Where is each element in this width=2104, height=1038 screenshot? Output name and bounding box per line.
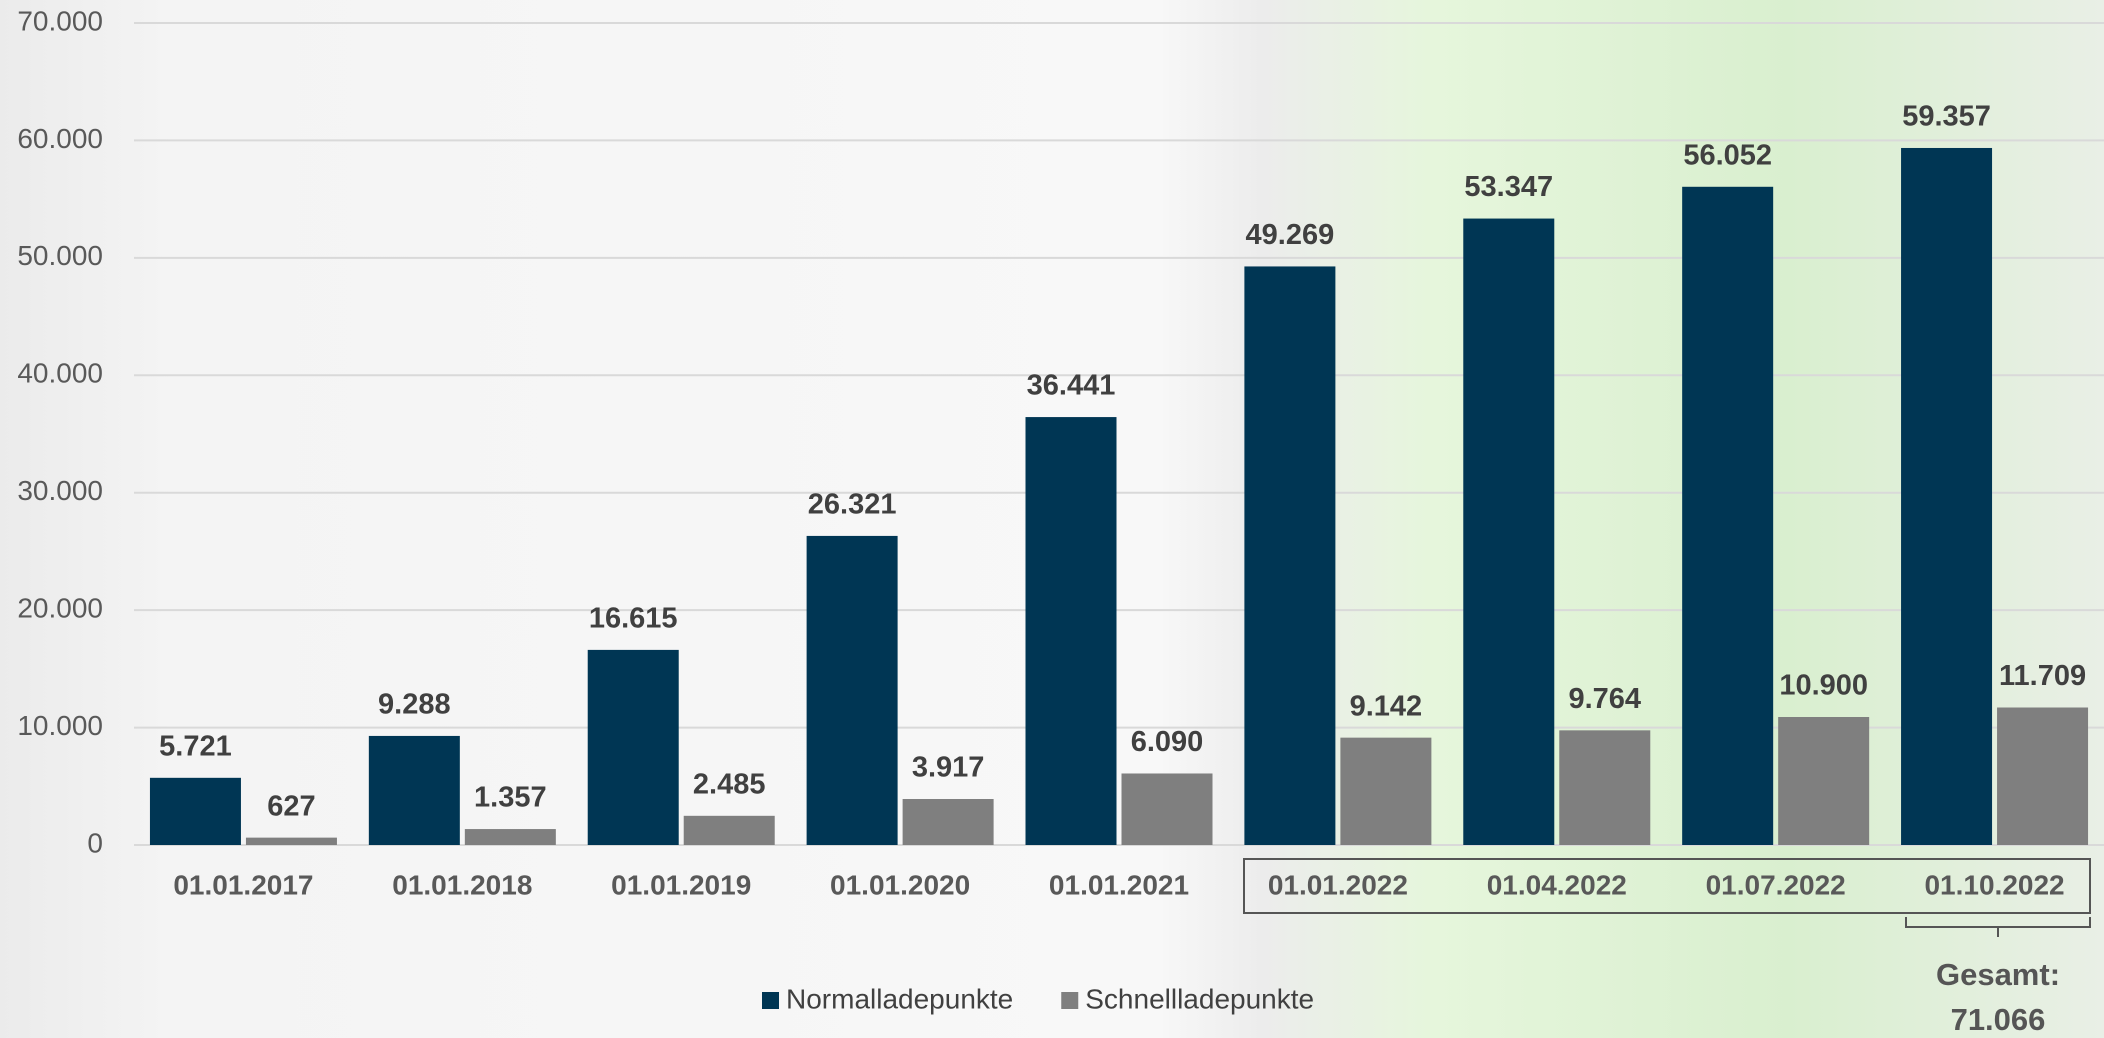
highlight-box <box>1243 858 2091 914</box>
bar <box>806 535 898 845</box>
value-label: 36.441 <box>1027 370 1116 402</box>
value-label: 53.347 <box>1464 171 1553 203</box>
value-label: 1.357 <box>474 782 547 814</box>
value-label: 6.090 <box>1131 726 1204 758</box>
y-tick-label: 10.000 <box>17 710 103 741</box>
annotation: 71.066 <box>1951 1002 2046 1037</box>
bar <box>368 735 460 845</box>
y-tick-label: 40.000 <box>17 358 103 389</box>
legend-swatch <box>762 992 779 1009</box>
value-label: 9.142 <box>1350 690 1423 722</box>
y-tick-label: 30.000 <box>17 475 103 506</box>
bar <box>902 799 994 845</box>
y-tick-label: 20.000 <box>17 593 103 624</box>
value-label: 9.288 <box>378 689 451 721</box>
value-label: 59.357 <box>1902 101 1991 133</box>
x-tick-label: 01.04.2022 <box>1487 869 1627 900</box>
bar <box>1121 773 1213 845</box>
value-label: 9.764 <box>1568 683 1641 715</box>
bar <box>1244 266 1336 845</box>
bar <box>1682 186 1774 845</box>
x-tick-label: 01.01.2022 <box>1268 869 1408 900</box>
legend-label: Schnellladepunkte <box>1085 983 1314 1014</box>
value-label: 3.917 <box>912 752 985 784</box>
x-tick-label: 01.01.2017 <box>173 869 313 900</box>
y-tick-label: 70.000 <box>17 5 103 36</box>
bar <box>1901 147 1993 845</box>
y-tick-label: 60.000 <box>17 123 103 154</box>
value-label: 11.709 <box>1999 660 2086 692</box>
legend-label: Normalladepunkte <box>786 983 1013 1014</box>
value-label: 56.052 <box>1683 139 1772 171</box>
y-tick-label: 0 <box>87 827 103 858</box>
value-label: 26.321 <box>808 489 897 521</box>
bar <box>1463 218 1555 845</box>
bar <box>1025 417 1117 845</box>
bar <box>1997 707 2089 845</box>
value-label: 49.269 <box>1246 219 1335 251</box>
bar <box>464 829 556 845</box>
x-tick-label: 01.01.2021 <box>1049 869 1189 900</box>
value-label: 16.615 <box>589 603 678 635</box>
legend-swatch <box>1061 992 1079 1009</box>
value-label: 10.900 <box>1779 670 1868 702</box>
value-label: 2.485 <box>693 768 766 800</box>
bar <box>245 837 337 845</box>
bar <box>1778 717 1870 845</box>
y-tick-label: 50.000 <box>17 240 103 271</box>
bar <box>1340 737 1432 845</box>
bracket <box>1905 917 2091 937</box>
value-label: 5.721 <box>159 730 232 762</box>
x-tick-label: 01.01.2019 <box>611 869 751 900</box>
x-tick-label: 01.01.2020 <box>830 869 970 900</box>
bar <box>587 649 679 845</box>
x-tick-label: 01.01.2018 <box>392 869 532 900</box>
x-tick-label: 01.07.2022 <box>1706 869 1846 900</box>
value-label: 627 <box>267 790 315 822</box>
bar <box>683 815 775 845</box>
annotation: Gesamt: <box>1936 957 2060 992</box>
bar <box>149 777 241 845</box>
bar <box>1559 730 1651 845</box>
x-tick-label: 01.10.2022 <box>1924 869 2064 900</box>
